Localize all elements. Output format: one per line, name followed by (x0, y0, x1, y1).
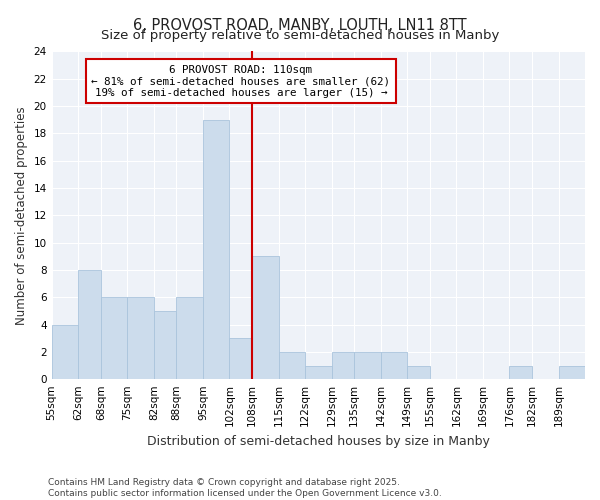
Bar (229, 338, 252, 379)
Bar (127, 298, 154, 379)
Text: 6 PROVOST ROAD: 110sqm
← 81% of semi-detached houses are smaller (62)
19% of sem: 6 PROVOST ROAD: 110sqm ← 81% of semi-det… (91, 64, 391, 98)
Bar (78, 270, 101, 379)
Text: Contains HM Land Registry data © Crown copyright and database right 2025.
Contai: Contains HM Land Registry data © Crown c… (48, 478, 442, 498)
Bar (52, 324, 78, 379)
Bar (509, 366, 532, 379)
Bar (407, 366, 430, 379)
Text: Size of property relative to semi-detached houses in Manby: Size of property relative to semi-detach… (101, 29, 499, 42)
Y-axis label: Number of semi-detached properties: Number of semi-detached properties (15, 106, 28, 324)
Bar (252, 256, 278, 379)
Bar (381, 352, 407, 379)
Bar (278, 352, 305, 379)
Bar (176, 298, 203, 379)
X-axis label: Distribution of semi-detached houses by size in Manby: Distribution of semi-detached houses by … (147, 434, 490, 448)
Bar (305, 366, 332, 379)
Bar (101, 298, 127, 379)
Bar (332, 352, 354, 379)
Bar (354, 352, 381, 379)
Text: 6, PROVOST ROAD, MANBY, LOUTH, LN11 8TT: 6, PROVOST ROAD, MANBY, LOUTH, LN11 8TT (133, 18, 467, 32)
Bar (203, 120, 229, 379)
Bar (154, 311, 176, 379)
Bar (559, 366, 585, 379)
